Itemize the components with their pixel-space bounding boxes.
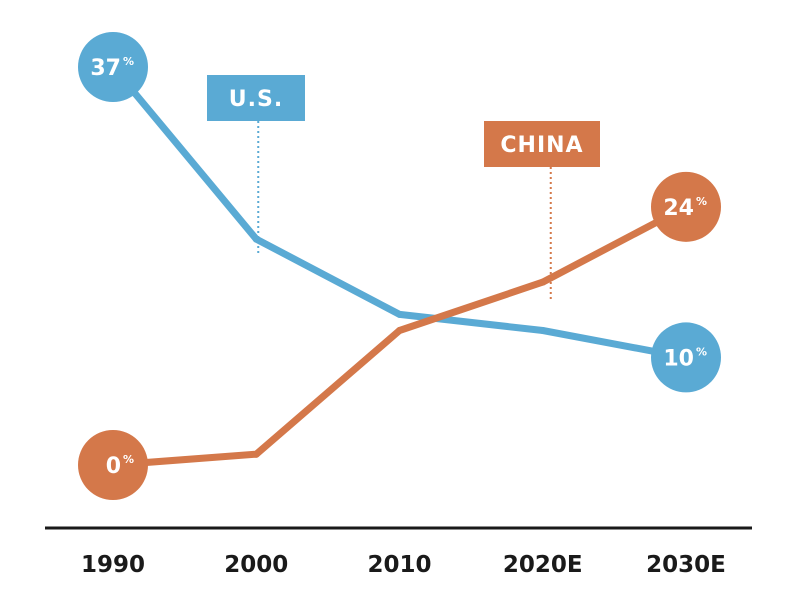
endpoint-circle-start-china <box>78 430 148 500</box>
data-point-china-2010 <box>396 327 403 335</box>
x-tick-label-2020e: 2020E <box>503 552 583 578</box>
data-point-u-s-2020e <box>539 327 547 335</box>
x-tick-label-2000: 2000 <box>224 552 288 578</box>
endpoint-value-end-china: 24 <box>663 196 694 221</box>
data-point-china-2020e <box>539 278 547 286</box>
endpoint-value-start-china: 0 <box>106 454 121 479</box>
series-tag-label-china: CHINA <box>500 133 583 158</box>
data-point-u-s-2010 <box>396 310 403 318</box>
endpoint-value-end-u-s: 10 <box>663 346 694 371</box>
x-tick-label-2030e: 2030E <box>646 552 726 578</box>
series-tag-china <box>484 121 600 167</box>
endpoint-circle-end-china <box>651 171 721 242</box>
series-tag-u-s <box>207 75 305 121</box>
x-tick-label-1990: 1990 <box>81 552 145 578</box>
endpoint-unit-end-u-s: % <box>696 345 707 358</box>
x-tick-label-2010: 2010 <box>367 552 431 578</box>
endpoint-unit-start-u-s: % <box>123 55 134 68</box>
endpoint-circle-end-u-s <box>651 322 721 393</box>
endpoint-unit-end-china: % <box>696 195 707 208</box>
data-point-china-2000 <box>252 450 260 458</box>
series-line-china <box>109 203 690 469</box>
series-tag-label-u-s: U.S. <box>229 87 283 112</box>
endpoint-circle-start-u-s <box>78 32 148 102</box>
endpoint-value-start-u-s: 37 <box>90 56 121 81</box>
x-axis-ticks: 1990 2000 2010 2020E 2030E <box>81 552 726 578</box>
endpoint-unit-start-china: % <box>123 453 134 466</box>
